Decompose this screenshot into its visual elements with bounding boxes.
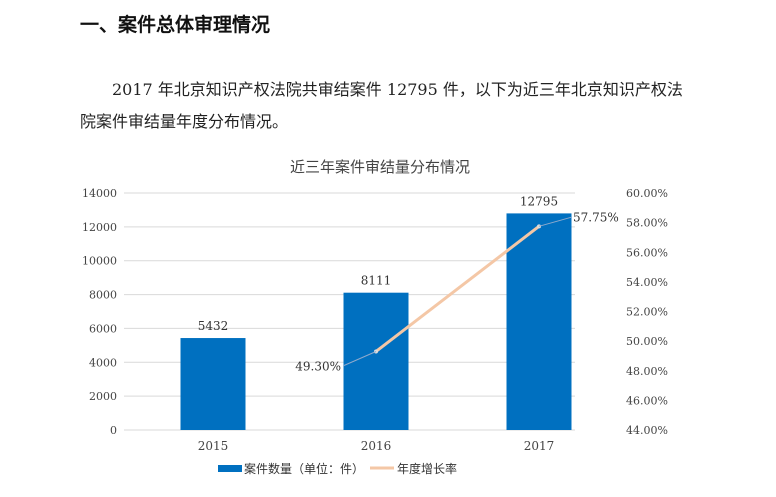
bar-data-label: 8111 bbox=[361, 274, 392, 288]
bar-data-label: 12795 bbox=[520, 194, 558, 208]
x-axis-tick: 2017 bbox=[524, 439, 555, 453]
chart-title: 近三年案件审结量分布情况 bbox=[290, 158, 470, 176]
legend-label: 年度增长率 bbox=[397, 461, 457, 476]
leader-line bbox=[343, 351, 377, 366]
legend-label: 案件数量（单位：件） bbox=[244, 461, 364, 476]
right-axis-tick: 50.00% bbox=[626, 335, 668, 348]
left-axis-tick: 6000 bbox=[89, 322, 117, 335]
legend-swatch-bar bbox=[218, 465, 242, 472]
left-axis-tick: 10000 bbox=[82, 255, 117, 268]
body-paragraph: 2017 年北京知识产权法院共审结案件 12795 件，以下为近三年北京知识产权… bbox=[80, 80, 683, 131]
line-data-label: 57.75% bbox=[573, 210, 619, 224]
right-axis-tick: 58.00% bbox=[626, 217, 668, 230]
x-axis-tick: 2015 bbox=[198, 439, 229, 453]
right-axis-tick: 56.00% bbox=[626, 246, 668, 259]
bar-2015 bbox=[180, 338, 246, 430]
right-axis-tick: 54.00% bbox=[626, 276, 668, 289]
left-axis-tick: 14000 bbox=[82, 187, 117, 200]
left-axis-tick: 8000 bbox=[89, 289, 117, 302]
growth-rate-line bbox=[375, 225, 540, 353]
right-axis-tick: 60.00% bbox=[626, 187, 668, 200]
line-data-label: 49.30% bbox=[295, 359, 341, 373]
right-axis-tick: 44.00% bbox=[626, 424, 668, 437]
left-axis-tick: 2000 bbox=[89, 390, 117, 403]
section-heading: 一、案件总体审理情况 bbox=[80, 14, 271, 36]
left-axis-tick: 0 bbox=[110, 424, 117, 437]
left-axis-tick: 4000 bbox=[89, 356, 117, 369]
x-axis-tick: 2016 bbox=[361, 439, 392, 453]
bar-data-label: 5432 bbox=[198, 319, 229, 333]
right-axis-tick: 48.00% bbox=[626, 365, 668, 378]
right-axis-tick: 52.00% bbox=[626, 306, 668, 319]
left-axis-tick: 12000 bbox=[82, 221, 117, 234]
leader-line bbox=[538, 216, 572, 227]
bar-2017 bbox=[506, 213, 572, 430]
right-axis-tick: 46.00% bbox=[626, 394, 668, 407]
